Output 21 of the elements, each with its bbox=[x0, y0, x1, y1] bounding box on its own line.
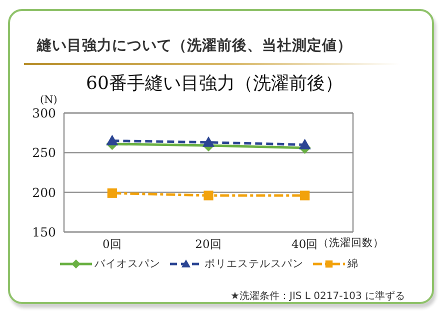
x-tick-label: 40回 bbox=[292, 237, 318, 252]
y-tick-label: 250 bbox=[32, 145, 56, 160]
legend-label: バイオスパン bbox=[94, 257, 160, 271]
legend-label: ポリエステルスパン bbox=[204, 257, 304, 271]
point bbox=[300, 190, 310, 200]
y-tick-label: 300 bbox=[32, 105, 56, 120]
y-tick-label: 150 bbox=[32, 224, 56, 240]
chart-subtitle: 60番手縫い目強力（洗濯前後） bbox=[86, 72, 343, 95]
point bbox=[106, 134, 118, 146]
point bbox=[298, 138, 311, 150]
point bbox=[202, 136, 214, 147]
x-axis-title: （洗濯回数） bbox=[318, 236, 384, 250]
y-axis-title: (N) bbox=[40, 94, 58, 106]
chart-title: 縫い目強力について（洗濯前後、当社測定値） bbox=[37, 36, 352, 55]
point bbox=[204, 190, 214, 200]
x-tick-label: 0回 bbox=[102, 237, 122, 252]
text: ★洗濯条件：JIS L 0217-103 に準ずる bbox=[230, 290, 405, 303]
y-tick-label: 200 bbox=[32, 184, 56, 200]
x-tick-label: 20回 bbox=[195, 237, 222, 252]
point bbox=[107, 188, 117, 198]
legend-label: 綿 bbox=[348, 257, 358, 271]
